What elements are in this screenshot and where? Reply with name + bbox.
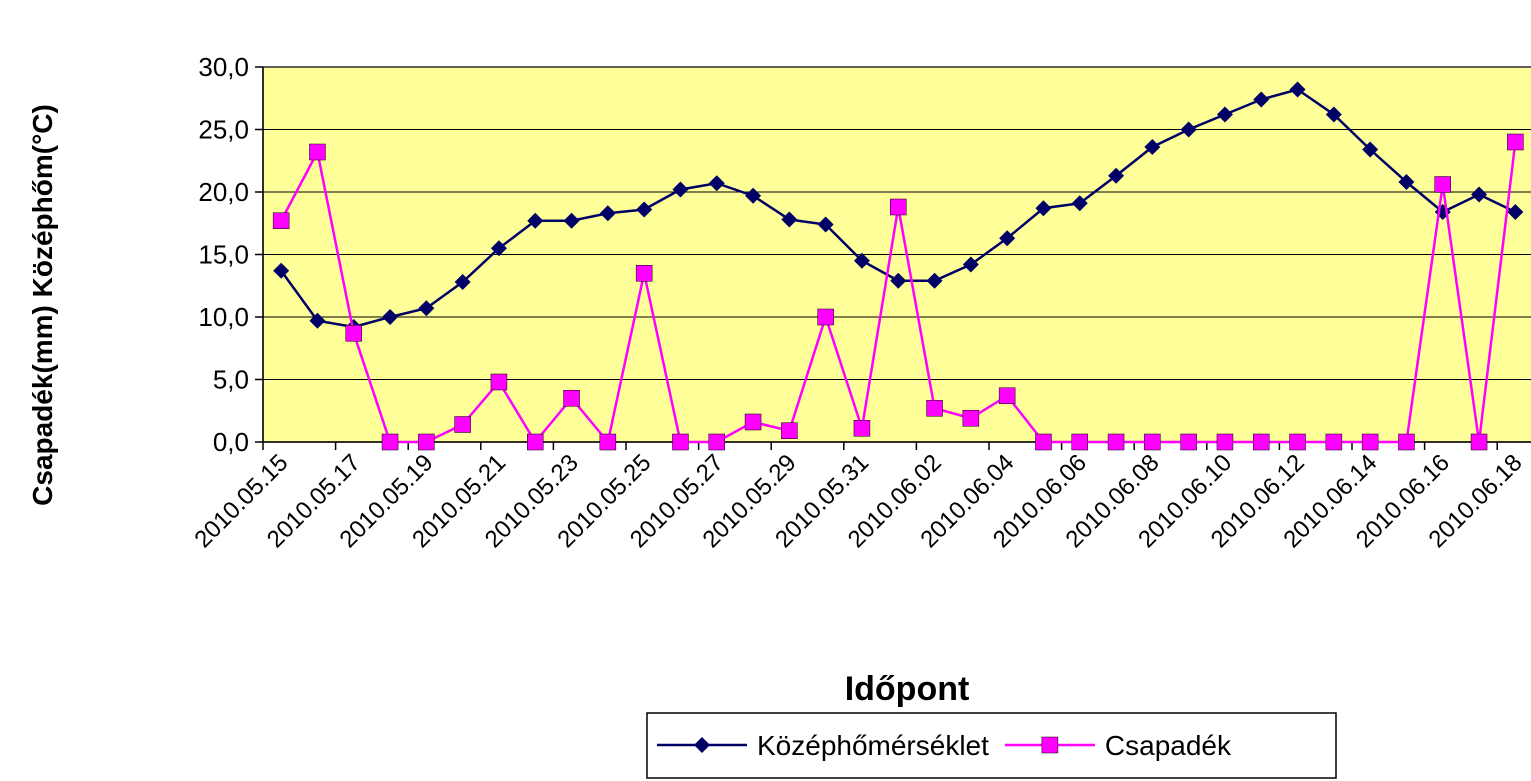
data-point <box>853 252 870 269</box>
data-point <box>1325 106 1342 123</box>
data-point <box>309 143 326 161</box>
y-tick-label: 30,0 <box>198 52 249 82</box>
y-tick-label: 25,0 <box>198 115 249 145</box>
y-tick-label: 20,0 <box>198 177 249 207</box>
legend-box <box>646 712 1337 779</box>
data-point <box>563 390 580 407</box>
data-point <box>817 216 834 233</box>
data-point <box>1107 433 1125 451</box>
data-point <box>1108 167 1125 184</box>
data-point <box>890 198 907 216</box>
data-point <box>1041 736 1059 754</box>
data-point <box>418 300 435 317</box>
data-point <box>781 211 798 228</box>
data-point <box>1144 433 1161 451</box>
data-point <box>1289 81 1306 98</box>
data-point <box>1398 433 1415 451</box>
y-tick-label: 0,0 <box>213 427 249 457</box>
data-point <box>527 433 544 451</box>
data-point <box>744 413 762 431</box>
data-point <box>454 274 471 290</box>
legend-label: Csapadék <box>1105 730 1232 761</box>
data-point <box>1216 106 1233 123</box>
data-point <box>962 410 980 427</box>
data-point <box>381 433 399 451</box>
data-point <box>345 325 362 342</box>
x-axis-title: Időpont <box>845 670 970 708</box>
data-point <box>1325 433 1343 451</box>
legend-label: Középhőmérséklet <box>757 730 989 761</box>
data-point <box>672 181 689 198</box>
data-point <box>853 420 871 437</box>
legend: Középhőmérséklet Csapadék <box>646 712 1337 779</box>
data-point <box>454 416 471 433</box>
data-point <box>490 373 508 391</box>
data-point <box>694 737 710 753</box>
data-point <box>1071 195 1088 212</box>
data-point <box>1253 433 1270 451</box>
data-point <box>926 400 943 417</box>
y-tick-label: 5,0 <box>213 365 249 395</box>
data-point <box>272 212 290 229</box>
data-point <box>1434 176 1451 193</box>
data-point <box>708 433 725 451</box>
data-point <box>309 312 326 329</box>
data-point <box>1507 204 1524 220</box>
data-point <box>926 272 943 289</box>
data-point <box>1470 433 1488 451</box>
data-point <box>1253 91 1270 108</box>
data-point <box>1507 133 1524 151</box>
data-point <box>273 262 290 279</box>
y-tick-label: 15,0 <box>198 240 249 270</box>
data-point <box>781 422 798 439</box>
data-point <box>490 240 507 257</box>
data-point <box>745 187 762 204</box>
data-point <box>635 265 653 282</box>
data-point <box>1362 141 1379 158</box>
data-point <box>1180 121 1197 138</box>
data-point <box>1071 433 1088 451</box>
data-point <box>527 212 544 229</box>
data-point <box>418 433 435 451</box>
data-point <box>890 272 907 289</box>
data-point <box>817 308 834 326</box>
data-point <box>672 433 689 451</box>
y-axis-title: Csapadék(mm) Középhőm(°C) <box>27 104 58 506</box>
data-point <box>1035 200 1052 217</box>
data-point <box>708 175 725 192</box>
data-point <box>563 212 580 229</box>
data-point <box>1471 186 1488 203</box>
data-point <box>1180 433 1197 451</box>
data-point <box>1144 139 1161 155</box>
data-point <box>1216 433 1234 451</box>
data-point <box>1398 174 1415 190</box>
data-point <box>636 201 653 218</box>
data-point <box>1289 433 1306 451</box>
data-point <box>962 256 979 273</box>
data-point <box>599 433 617 451</box>
data-point <box>998 387 1016 404</box>
data-point <box>382 309 399 325</box>
data-point <box>999 230 1016 247</box>
data-point <box>599 205 616 222</box>
data-point <box>1035 433 1052 451</box>
data-point <box>1361 433 1379 451</box>
y-tick-label: 10,0 <box>198 302 249 332</box>
